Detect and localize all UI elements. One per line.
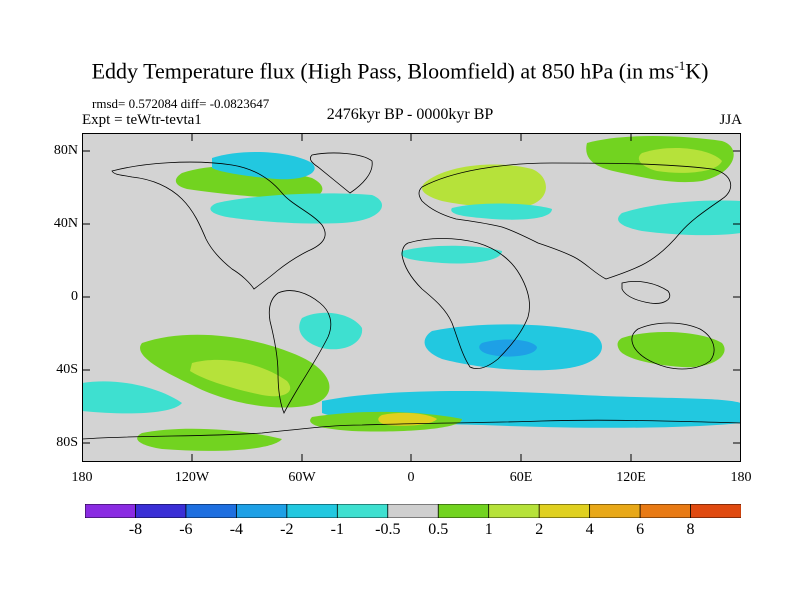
coast-greenland: [310, 152, 373, 194]
y-tick-label: 40S: [56, 362, 78, 377]
colorbar-label: -6: [179, 521, 193, 538]
colorbar-swatch: [185, 504, 238, 518]
coastlines: [82, 152, 741, 440]
title-text: Eddy Temperature flux (High Pass, Bloomf…: [91, 58, 675, 84]
colorbar-swatch: [488, 504, 540, 518]
flux-contours: [82, 136, 741, 451]
contour-canada-negative: [212, 151, 315, 180]
title-superscript: -1: [674, 58, 686, 73]
coast-africa: [401, 238, 530, 369]
colorbar-label: 0.5: [428, 521, 449, 538]
title-tail: K): [685, 58, 709, 84]
y-tick-label: 80N: [53, 143, 78, 158]
colorbar-label: 2: [535, 521, 544, 538]
colorbar-swatch: [437, 504, 490, 518]
contour-antarctic-core: [378, 412, 437, 426]
colorbar-swatch: [336, 504, 389, 518]
contour-asia-negative: [618, 200, 741, 236]
coast-eurasia: [418, 162, 732, 280]
colorbar-swatch: [387, 504, 439, 518]
map-title: Eddy Temperature flux (High Pass, Bloomf…: [0, 58, 800, 84]
x-tick-label: 60W: [288, 470, 316, 485]
colorbar-label: -2: [280, 521, 294, 538]
contour-na-negative: [210, 193, 382, 224]
colorbar-swatch: [690, 504, 741, 518]
colorbar-label: -1: [330, 521, 344, 538]
stats-label: rmsd= 0.572084 diff= -0.0823647: [92, 96, 270, 111]
coast-australia: [631, 322, 715, 370]
colorbar-swatch: [639, 504, 692, 518]
x-tick-label: 120W: [174, 470, 210, 485]
contour-southatlantic-negative: [299, 312, 363, 350]
colorbar-label: 4: [585, 521, 594, 538]
y-tick-label: 80S: [56, 435, 78, 450]
colorbar-label: -8: [128, 521, 143, 538]
colorbar-swatch: [286, 504, 339, 518]
colorbar-label: -0.5: [375, 521, 401, 538]
colorbar-swatch: [85, 504, 137, 518]
colorbar: [85, 504, 741, 518]
colorbar-label: 8: [686, 521, 695, 538]
x-tick-label: 180: [730, 470, 752, 485]
colorbar-swatch: [589, 504, 641, 518]
coast-north-america: [111, 161, 326, 290]
contour-australia-positive: [617, 331, 725, 368]
y-tick-label: 40N: [53, 216, 78, 231]
map-canvas: [82, 133, 741, 462]
colorbar-label: -4: [229, 521, 244, 538]
contour-southpacific-core: [190, 359, 291, 397]
y-ticks: [82, 150, 741, 444]
period-label: 2476kyr BP - 0000kyr BP: [326, 106, 494, 123]
x-tick-label: 120E: [616, 470, 646, 485]
experiment-label: Expt = teWtr-tevta1: [82, 112, 202, 128]
colorbar-swatch: [135, 504, 187, 518]
colorbar-swatch: [538, 504, 591, 518]
coast-antarctica: [82, 419, 741, 440]
x-tick-label: 180: [71, 470, 93, 485]
contour-sahara-negative: [401, 245, 502, 264]
colorbar-label: 1: [484, 521, 493, 538]
x-tick-label: 0: [407, 470, 415, 485]
coast-maritime-asia: [621, 281, 671, 304]
map-panel: [82, 133, 741, 462]
x-tick-label: 60E: [509, 470, 533, 485]
contour-siberia-positive: [638, 147, 722, 173]
coast-south-america: [268, 290, 332, 414]
colorbar-swatch: [235, 504, 288, 518]
contour-southern-ocean-negative: [82, 381, 182, 414]
colorbar-label: 6: [636, 521, 645, 538]
contour-europe-negative: [451, 203, 552, 220]
season-label: JJA: [719, 112, 742, 128]
x-ticks: [191, 133, 632, 462]
y-tick-label: 0: [71, 289, 78, 304]
